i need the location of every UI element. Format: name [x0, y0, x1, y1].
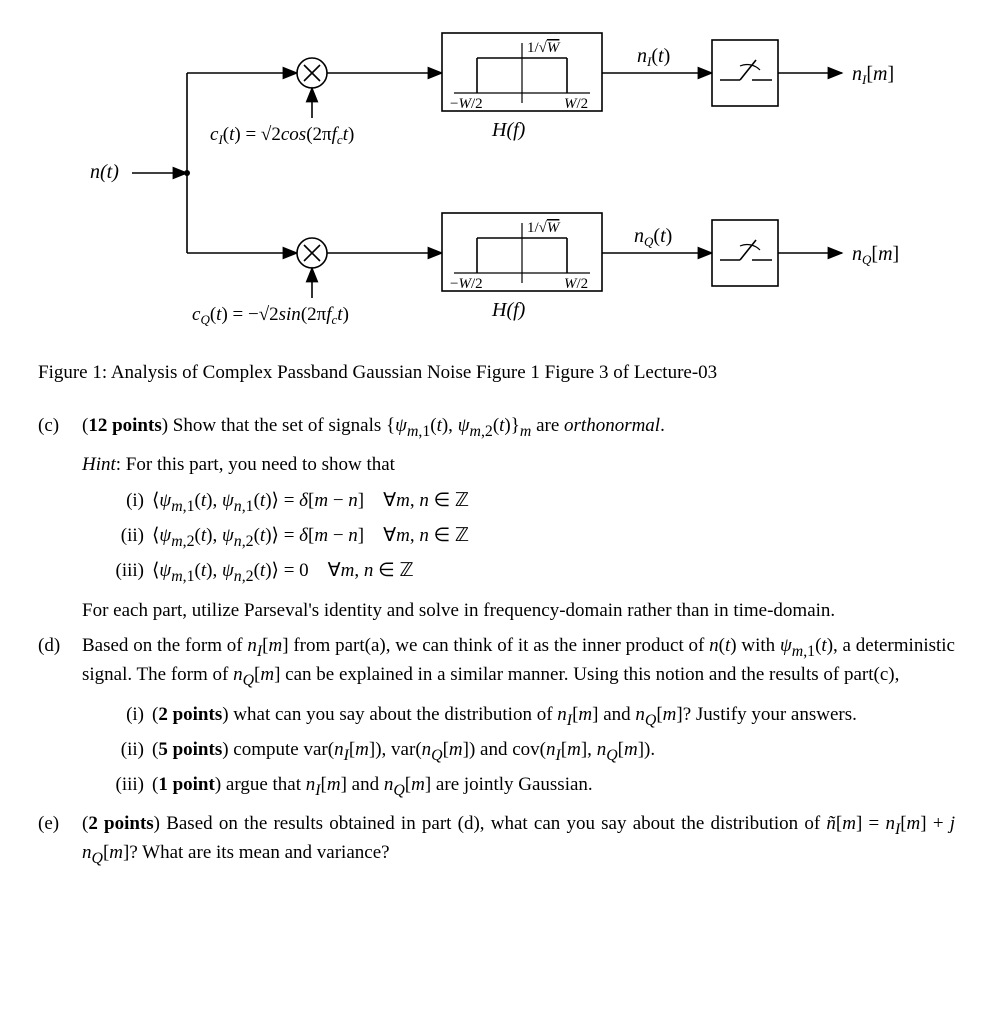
filter-q-neg: −W/2: [450, 276, 483, 292]
part-c-tail: For each part, utilize Parseval's identi…: [82, 598, 955, 624]
part-c-iii: (iii) ⟨ψm,1(t), ψn,2(t)⟩ = 0 ∀m, n ∈ ℤ: [104, 558, 955, 587]
part-c-iii-text: ⟨ψm,1(t), ψn,2(t)⟩ = 0 ∀m, n ∈ ℤ: [152, 558, 955, 587]
figure-caption: Figure 1: Analysis of Complex Passband G…: [38, 360, 955, 386]
part-e-label: (e): [38, 811, 82, 869]
part-c-label: (c): [38, 413, 82, 442]
part-d-i-text: what can you say about the distribution …: [229, 704, 857, 725]
part-d-text: Based on the form of nI[m] from part(a),…: [82, 633, 955, 691]
part-c-ii: (ii) ⟨ψm,2(t), ψn,2(t)⟩ = δ[m − n] ∀m, n…: [104, 523, 955, 552]
part-e-points: (2 points): [82, 813, 160, 834]
filter-q-label: H(f): [491, 299, 526, 321]
part-e: (e) (2 points) Based on the results obta…: [38, 811, 955, 869]
part-c-i: (i) ⟨ψm,1(t), ψn,1(t)⟩ = δ[m − n] ∀m, n …: [104, 488, 955, 517]
part-d-ii-points: (5 points): [152, 739, 229, 760]
block-diagram: n(t) cI(t) = √2cos(2πfct) 1/√W −W/2 W/2 …: [72, 18, 922, 336]
filter-i-height: 1/√W: [527, 40, 561, 56]
nq-t: nQ(t): [634, 225, 672, 249]
filter-i-label: H(f): [491, 119, 526, 141]
part-d-iii: (iii) (1 point) argue that nI[m] and nQ[…: [104, 772, 955, 801]
filter-i-pos: W/2: [564, 96, 588, 112]
carrier-i: cI(t) = √2cos(2πfct): [210, 124, 354, 147]
ni-m: nI[m]: [852, 63, 894, 87]
part-e-text: Based on the results obtained in part (d…: [82, 813, 955, 863]
part-c-points: (12 points): [82, 415, 168, 436]
part-c-i-text: ⟨ψm,1(t), ψn,1(t)⟩ = δ[m − n] ∀m, n ∈ ℤ: [152, 488, 955, 517]
part-d-label: (d): [38, 633, 82, 691]
part-d-iii-text: argue that nI[m] and nQ[m] are jointly G…: [221, 774, 593, 795]
nq-m: nQ[m]: [852, 243, 899, 267]
filter-i-neg: −W/2: [450, 96, 483, 112]
input-label: n(t): [90, 161, 119, 183]
part-d: (d) Based on the form of nI[m] from part…: [38, 633, 955, 691]
part-c-text: Show that the set of signals {ψm,1(t), ψ…: [173, 415, 665, 436]
part-c-hint: Hint: For this part, you need to show th…: [82, 452, 955, 478]
part-d-ii-text: compute var(nI[m]), var(nQ[m]) and cov(n…: [229, 739, 656, 760]
part-d-ii: (ii) (5 points) compute var(nI[m]), var(…: [104, 737, 955, 766]
carrier-q: cQ(t) = −√2sin(2πfct): [192, 304, 349, 327]
ni-t: nI(t): [637, 45, 670, 69]
part-d-iii-points: (1 point): [152, 774, 221, 795]
part-d-i-points: (2 points): [152, 704, 229, 725]
part-c: (c) (12 points) Show that the set of sig…: [38, 413, 955, 442]
part-d-i: (i) (2 points) what can you say about th…: [104, 702, 955, 731]
filter-q-pos: W/2: [564, 276, 588, 292]
filter-q-height: 1/√W: [527, 220, 561, 236]
part-c-ii-text: ⟨ψm,2(t), ψn,2(t)⟩ = δ[m − n] ∀m, n ∈ ℤ: [152, 523, 955, 552]
